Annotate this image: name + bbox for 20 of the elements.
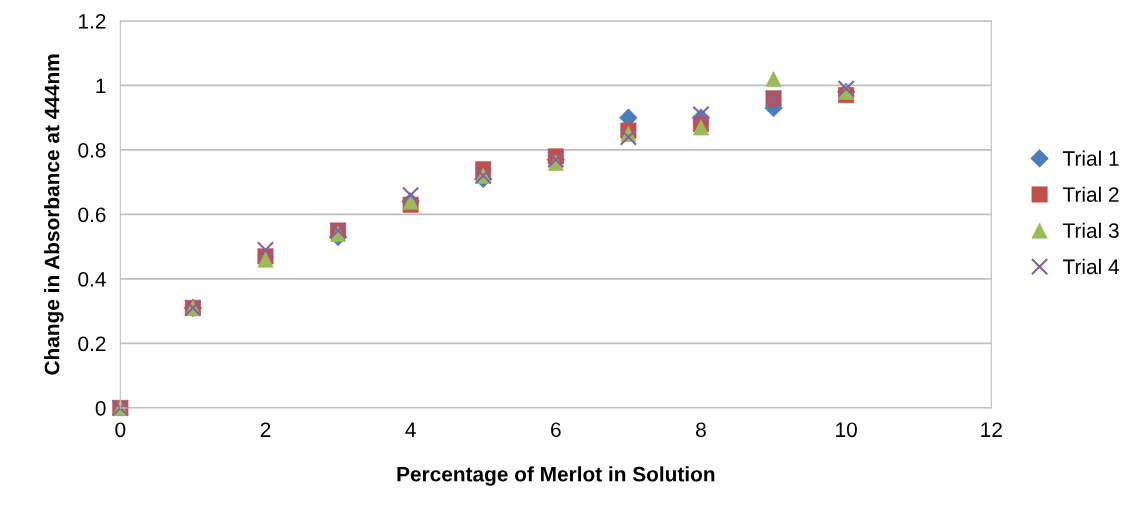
legend-label: Trial 1 xyxy=(1062,150,1119,166)
x-tick-label: 10 xyxy=(836,422,857,438)
x-tick-label: 0 xyxy=(115,422,126,438)
y-axis-title: Change in Absorbance at 444nm xyxy=(44,54,64,375)
x-tick-label: 12 xyxy=(981,422,1002,437)
y-tick-label: 0.4 xyxy=(78,271,106,287)
y-tick-label: 1 xyxy=(96,78,106,93)
legend-label: Trial 3 xyxy=(1062,222,1119,239)
x-tick-label: 6 xyxy=(551,422,561,438)
legend-label: Trial 2 xyxy=(1062,186,1119,202)
x-tick-label: 4 xyxy=(405,422,416,437)
y-tick-label: 0.6 xyxy=(78,207,106,223)
x-tick-label: 8 xyxy=(696,422,706,438)
y-tick-label: 0 xyxy=(95,400,106,416)
y-tick-label: 0.2 xyxy=(78,336,106,352)
y-tick-label: 0.8 xyxy=(78,142,106,158)
x-axis-title: Percentage of Merlot in Solution xyxy=(397,466,715,486)
legend-label: Trial 4 xyxy=(1062,258,1119,275)
x-tick-label: 2 xyxy=(260,422,271,437)
y-tick-label: 1.2 xyxy=(79,13,106,29)
